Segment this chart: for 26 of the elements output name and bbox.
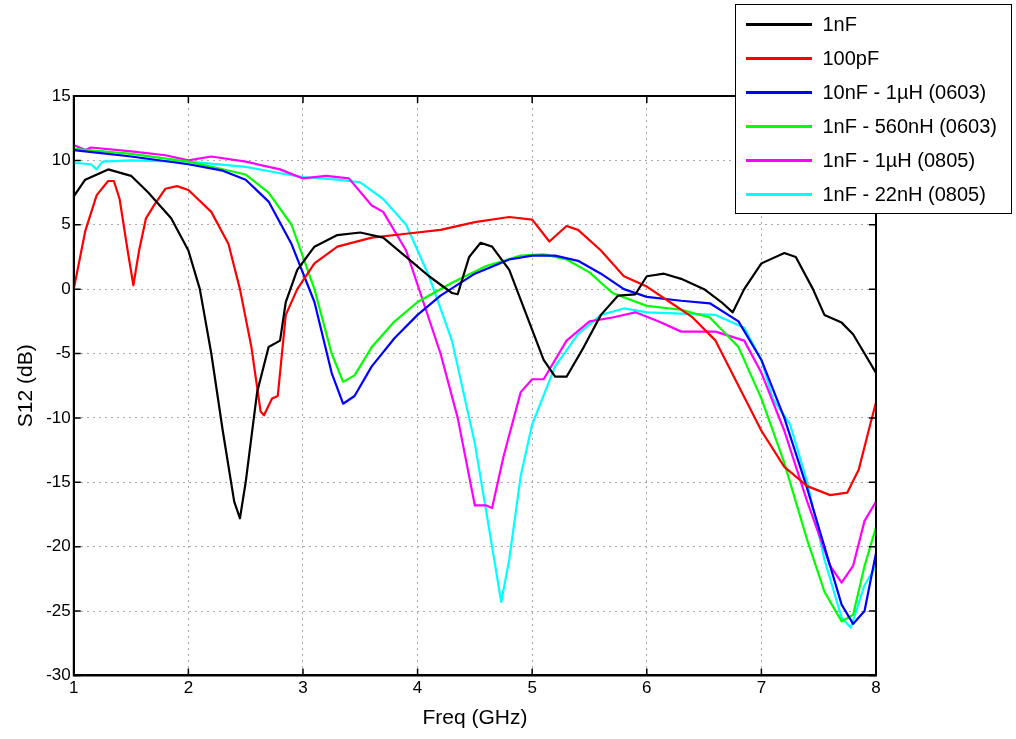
- y-tick-label: -30: [46, 665, 71, 685]
- y-tick-label: 15: [51, 85, 71, 105]
- x-tick-label: 4: [412, 678, 423, 698]
- legend-label: 10nF - 1µH (0603): [822, 80, 987, 105]
- x-axis-title: Freq (GHz): [422, 705, 528, 729]
- y-tick-label: 0: [61, 278, 71, 298]
- y-tick-label: 10: [51, 150, 71, 170]
- y-tick-label: -10: [46, 407, 71, 427]
- y-tick-label: -5: [55, 343, 71, 363]
- y-axis-title: S12 (dB): [13, 344, 37, 428]
- x-tick-label: 6: [642, 678, 652, 698]
- x-tick-label: 2: [183, 678, 194, 698]
- legend-label: 1nF - 22nH (0805): [822, 182, 986, 207]
- y-tick-label: -20: [46, 536, 71, 556]
- x-tick-label: 5: [527, 678, 537, 698]
- legend-label: 1nF - 1µH (0805): [822, 148, 976, 173]
- y-tick-label: -25: [46, 600, 71, 620]
- x-tick-label: 7: [756, 678, 767, 698]
- legend-label: 1nF: [822, 12, 857, 37]
- x-tick-label: 3: [298, 678, 308, 698]
- legend-label: 1nF - 560nH (0603): [822, 114, 997, 139]
- y-tick-label: 5: [61, 214, 71, 234]
- legend-label: 100pF: [822, 46, 880, 71]
- x-tick-label: 8: [871, 678, 881, 698]
- y-tick-label: -15: [46, 471, 71, 491]
- x-tick-label: 1: [69, 678, 79, 698]
